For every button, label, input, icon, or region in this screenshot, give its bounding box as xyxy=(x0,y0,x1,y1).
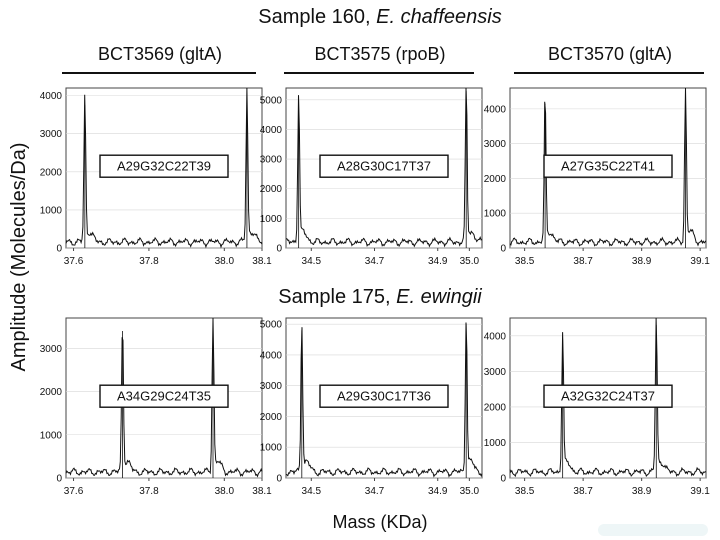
y-tick-label: 4000 xyxy=(260,125,283,136)
x-tick-label: 39.1 xyxy=(690,486,710,497)
y-tick-label: 1000 xyxy=(260,443,283,454)
spectrum-trace xyxy=(509,87,707,247)
x-tick-label: 38.0 xyxy=(215,486,235,497)
y-tick-label: 4000 xyxy=(40,91,63,102)
composition-box xyxy=(99,384,229,408)
y-tick-label: 4000 xyxy=(484,331,507,342)
x-tick-label: 34.5 xyxy=(302,486,322,497)
gene-rule-3 xyxy=(514,72,704,74)
y-tick-label: 0 xyxy=(500,244,506,255)
y-tick-label: 2000 xyxy=(260,412,283,423)
x-tick-label: 38.5 xyxy=(515,486,535,497)
y-tick-label: 0 xyxy=(56,244,62,255)
x-tick-label: 34.9 xyxy=(428,486,448,497)
watermark xyxy=(598,524,708,536)
gene-header-3: BCT3570 (gltA) xyxy=(547,44,673,64)
gene-rule-1 xyxy=(62,72,256,74)
composition-box xyxy=(319,384,449,408)
gene-rule-2 xyxy=(284,72,474,74)
x-tick-label: 38.5 xyxy=(515,256,535,267)
x-tick-label: 38.1 xyxy=(252,486,272,497)
x-tick-label: 38.9 xyxy=(632,256,652,267)
y-tick-label: 1000 xyxy=(40,430,63,441)
y-tick-label: 2000 xyxy=(40,167,63,178)
panel-2: 0 1000 2000 3000 4000 5000 34.5 34.7 34.9 35.0 A28… xyxy=(260,87,483,267)
x-tick-label: 38.1 xyxy=(252,256,272,267)
x-tick-label: 38.0 xyxy=(215,256,235,267)
x-tick-label: 38.9 xyxy=(632,486,652,497)
spectrum-trace xyxy=(65,317,263,478)
title-sample-175: Sample 175, E. ewingii xyxy=(0,286,720,309)
panel-4: 0 1000 2000 3000 37.6 37.8 38.0 38.1 A34G29C24T3… xyxy=(40,317,272,497)
panel-5: 0 1000 2000 3000 4000 5000 34.5 34.7 34.9 35.0 A29… xyxy=(260,317,483,497)
y-tick-label: 0 xyxy=(500,474,506,485)
y-tick-label: 1000 xyxy=(484,438,507,449)
title-sample-175-organism: E. ewingii xyxy=(396,286,482,308)
composition-box xyxy=(543,384,673,408)
x-tick-label: 38.7 xyxy=(573,486,593,497)
y-tick-label: 3000 xyxy=(484,367,507,378)
x-tick-label: 38.7 xyxy=(573,256,593,267)
y-tick-label: 2000 xyxy=(484,174,507,185)
y-tick-label: 0 xyxy=(276,474,282,485)
x-tick-label: 34.7 xyxy=(365,486,385,497)
y-tick-label: 3000 xyxy=(260,155,283,166)
x-tick-label: 37.8 xyxy=(139,486,159,497)
title-sample-160-text: Sample 160, xyxy=(258,6,371,28)
x-axis-label: Mass (KDa) xyxy=(332,512,428,532)
spectrum-trace xyxy=(65,87,263,249)
y-tick-label: 3000 xyxy=(40,344,63,355)
composition-box xyxy=(99,154,229,178)
y-tick-label: 3000 xyxy=(260,381,283,392)
panel-3: 0 1000 2000 3000 4000 38.5 38.7 38.9 39.1 A27G35C… xyxy=(484,87,710,267)
spectrum-trace xyxy=(286,87,483,248)
x-tick-label: 35.0 xyxy=(460,486,480,497)
title-sample-160-organism: E. chaffeensis xyxy=(376,6,502,28)
y-tick-label: 4000 xyxy=(484,104,507,115)
y-tick-label: 4000 xyxy=(260,350,283,361)
composition-label: A27G35C22T41 xyxy=(561,159,655,174)
composition-label: A29G30C17T36 xyxy=(337,389,431,404)
y-tick-label: 2000 xyxy=(260,184,283,195)
gene-header-2: BCT3575 (rpoB) xyxy=(314,44,446,64)
y-tick-label: 3000 xyxy=(40,129,63,140)
composition-label: A34G29C24T35 xyxy=(117,389,211,404)
y-tick-label: 2000 xyxy=(40,387,63,398)
panel-6: 0 1000 2000 3000 4000 38.5 38.7 38.9 39.1 A32G32C… xyxy=(484,317,710,497)
composition-label: A32G32C24T37 xyxy=(561,389,655,404)
y-tick-label: 2000 xyxy=(484,402,507,413)
y-tick-label: 1000 xyxy=(484,209,507,220)
y-tick-label: 3000 xyxy=(484,139,507,150)
y-tick-label: 5000 xyxy=(260,320,283,331)
composition-label: A28G30C17T37 xyxy=(337,159,431,174)
y-tick-label: 1000 xyxy=(260,214,283,225)
y-tick-label: 5000 xyxy=(260,95,283,106)
x-tick-label: 37.8 xyxy=(139,256,159,267)
spectrum-trace xyxy=(285,322,483,478)
panel-1: 0 1000 2000 3000 4000 37.6 37.8 38.0 38.1 A29G32C… xyxy=(40,87,272,267)
x-tick-label: 37.6 xyxy=(64,486,84,497)
gene-header-1: BCT3569 (gltA) xyxy=(97,44,223,64)
x-tick-label: 34.5 xyxy=(302,256,322,267)
title-sample-175-text: Sample 175, xyxy=(278,286,391,308)
y-tick-label: 0 xyxy=(276,244,282,255)
y-tick-label: 1000 xyxy=(40,205,63,216)
y-tick-label: 0 xyxy=(56,474,62,485)
x-tick-label: 39.1 xyxy=(690,256,710,267)
x-tick-label: 37.6 xyxy=(64,256,84,267)
x-tick-label: 34.9 xyxy=(428,256,448,267)
composition-label: A29G32C22T39 xyxy=(117,159,211,174)
x-tick-label: 35.0 xyxy=(460,256,480,267)
title-sample-160: Sample 160, E. chaffeensis xyxy=(0,6,720,29)
composition-box xyxy=(319,154,449,178)
y-axis-label: Amplitude (Molecules/Da) xyxy=(8,142,30,372)
composition-box xyxy=(543,154,673,178)
x-tick-label: 34.7 xyxy=(365,256,385,267)
spectrum-trace xyxy=(509,317,707,478)
